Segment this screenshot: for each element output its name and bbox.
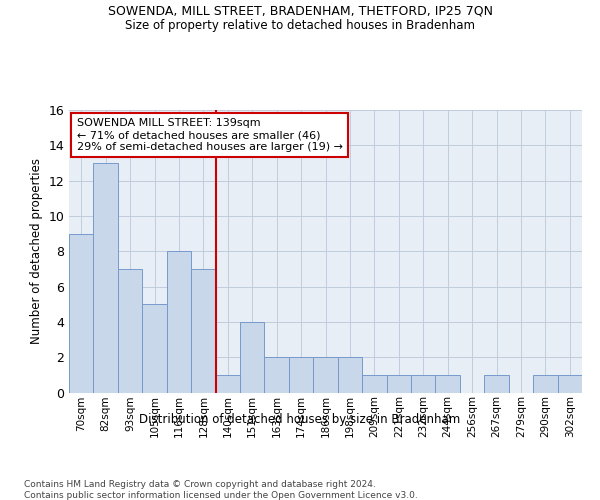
Bar: [362, 375, 386, 392]
Bar: [167, 252, 191, 392]
Bar: [265, 357, 289, 392]
Text: Size of property relative to detached houses in Bradenham: Size of property relative to detached ho…: [125, 18, 475, 32]
Bar: [289, 357, 313, 392]
Bar: [240, 322, 265, 392]
Bar: [386, 375, 411, 392]
Text: SOWENDA MILL STREET: 139sqm
← 71% of detached houses are smaller (46)
29% of sem: SOWENDA MILL STREET: 139sqm ← 71% of det…: [77, 118, 343, 152]
Bar: [191, 269, 215, 392]
Bar: [411, 375, 436, 392]
Bar: [69, 234, 94, 392]
Bar: [94, 163, 118, 392]
Bar: [215, 375, 240, 392]
Bar: [313, 357, 338, 392]
Text: Contains HM Land Registry data © Crown copyright and database right 2024.
Contai: Contains HM Land Registry data © Crown c…: [24, 480, 418, 500]
Bar: [557, 375, 582, 392]
Bar: [533, 375, 557, 392]
Bar: [338, 357, 362, 392]
Bar: [436, 375, 460, 392]
Y-axis label: Number of detached properties: Number of detached properties: [30, 158, 43, 344]
Bar: [142, 304, 167, 392]
Bar: [118, 269, 142, 392]
Text: SOWENDA, MILL STREET, BRADENHAM, THETFORD, IP25 7QN: SOWENDA, MILL STREET, BRADENHAM, THETFOR…: [107, 4, 493, 17]
Bar: [484, 375, 509, 392]
Text: Distribution of detached houses by size in Bradenham: Distribution of detached houses by size …: [139, 412, 461, 426]
